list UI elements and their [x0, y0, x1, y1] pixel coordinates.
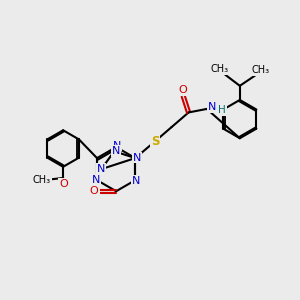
Text: CH₃: CH₃	[251, 65, 269, 75]
Text: N: N	[112, 146, 120, 156]
Text: N: N	[133, 152, 141, 163]
Text: N: N	[132, 176, 140, 186]
Text: CH₃: CH₃	[33, 175, 51, 185]
Text: O: O	[178, 85, 187, 95]
Text: H: H	[92, 188, 99, 197]
Text: N: N	[112, 141, 121, 151]
Text: H: H	[218, 105, 226, 116]
Text: O: O	[59, 179, 68, 189]
Text: N: N	[97, 164, 106, 174]
Text: N: N	[208, 103, 216, 112]
Text: O: O	[89, 186, 98, 196]
Text: CH₃: CH₃	[211, 64, 229, 74]
Text: N: N	[92, 175, 100, 185]
Text: S: S	[151, 135, 159, 148]
